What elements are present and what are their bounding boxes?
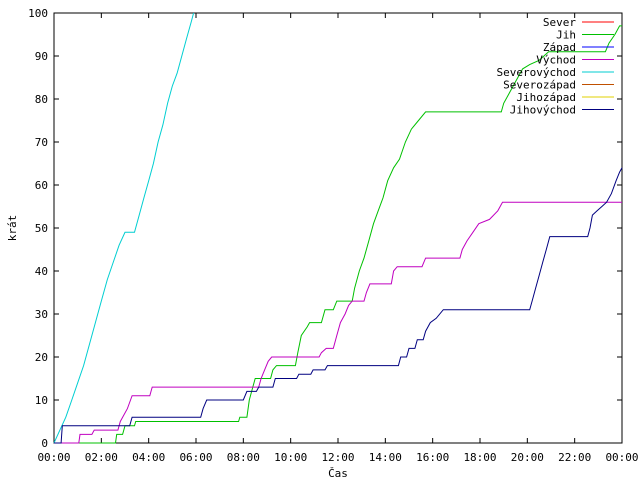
x-tick-label: 08:00 xyxy=(227,451,260,464)
x-tick-label: 00:00 xyxy=(605,451,638,464)
legend-label: Sever xyxy=(543,16,576,29)
x-tick-label: 20:00 xyxy=(511,451,544,464)
x-tick-label: 12:00 xyxy=(321,451,354,464)
legend-label: Západ xyxy=(543,41,576,54)
x-tick-label: 18:00 xyxy=(463,451,496,464)
y-tick-label: 100 xyxy=(28,7,48,20)
legend-label: Severovýchod xyxy=(497,66,576,79)
legend-label: Jih xyxy=(556,29,576,42)
series-line xyxy=(54,201,622,444)
y-axis-label: krát xyxy=(6,215,19,242)
legend-label: Jihovýchod xyxy=(510,104,576,117)
y-tick-label: 30 xyxy=(35,308,48,321)
x-axis-label: Čas xyxy=(328,467,348,480)
legend-label: Severozápad xyxy=(503,79,576,92)
y-tick-label: 10 xyxy=(35,394,48,407)
x-tick-label: 16:00 xyxy=(416,451,449,464)
y-tick-label: 80 xyxy=(35,93,48,106)
legend: SeverJihZápadVýchodSeverovýchodSeverozáp… xyxy=(497,16,614,117)
x-axis: 00:00 02:00 04:00 06:00 08:00 10:00 12:00 14:00… xyxy=(37,13,639,464)
x-tick-label: 04:00 xyxy=(132,451,165,464)
y-tick-label: 90 xyxy=(35,50,48,63)
x-tick-label: 14:00 xyxy=(369,451,402,464)
legend-label: Jihozápad xyxy=(516,91,576,104)
y-tick-label: 0 xyxy=(41,437,48,450)
series-line xyxy=(54,167,623,444)
y-tick-label: 70 xyxy=(35,136,48,149)
y-tick-label: 20 xyxy=(35,351,48,364)
y-tick-label: 50 xyxy=(35,222,48,235)
x-tick-label: 00:00 xyxy=(37,451,70,464)
series-line xyxy=(54,25,622,444)
x-tick-label: 06:00 xyxy=(179,451,212,464)
series-lines xyxy=(53,12,623,444)
x-tick-label: 22:00 xyxy=(558,451,591,464)
y-axis: 0 10 20 30 40 50 60 70 80 90 100 xyxy=(28,7,622,450)
y-tick-label: 60 xyxy=(35,179,48,192)
series-line xyxy=(53,12,195,444)
y-tick-label: 40 xyxy=(35,265,48,278)
x-tick-label: 10:00 xyxy=(274,451,307,464)
x-tick-label: 02:00 xyxy=(85,451,118,464)
legend-label: Východ xyxy=(536,54,576,67)
